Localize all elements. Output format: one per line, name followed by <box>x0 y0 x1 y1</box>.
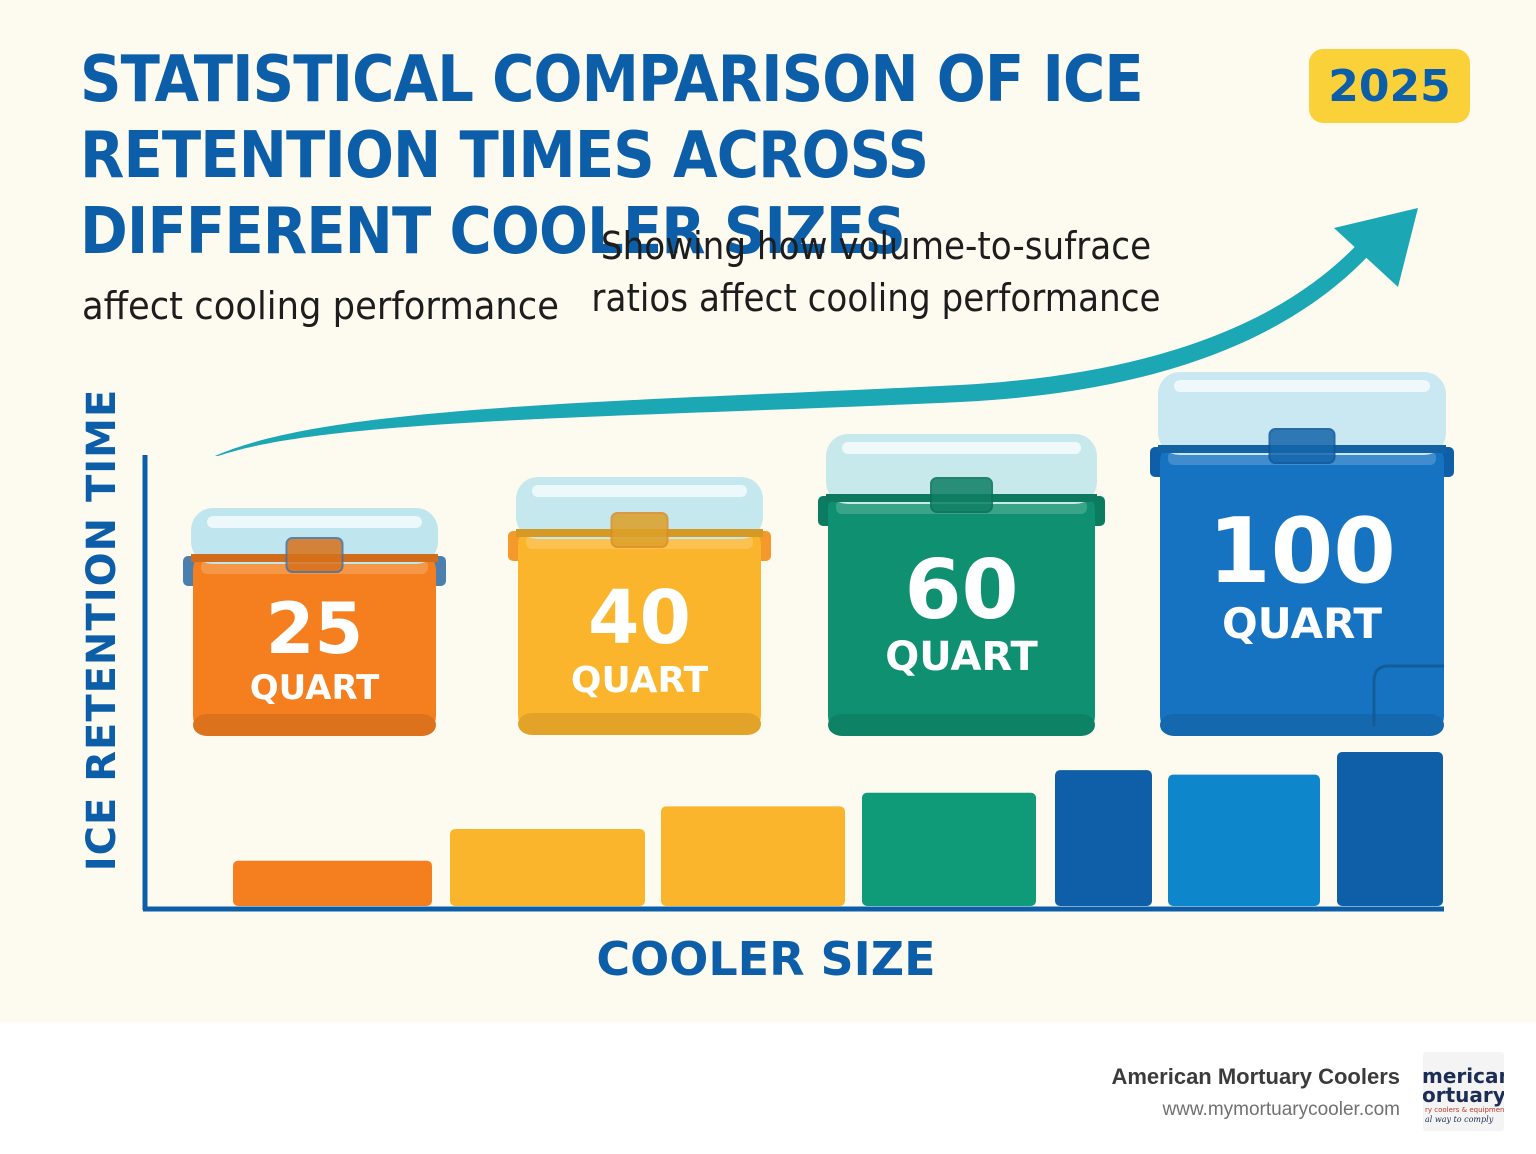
cooler-size-number: 40 <box>588 575 691 661</box>
logo-line-1: merican <box>1423 1064 1504 1088</box>
cooler-size-number: 100 <box>1208 499 1396 604</box>
cooler-lid <box>1158 372 1446 455</box>
chart-title: STATISTICAL COMPARISON OF ICE RETENTION … <box>80 43 1144 269</box>
logo-line-3: ry coolers & equipment <box>1425 1106 1504 1114</box>
bar-3 <box>661 806 845 906</box>
cooler-body <box>193 550 436 736</box>
cooler-size-unit: QUART <box>885 634 1038 680</box>
infographic-canvas: STATISTICAL COMPARISON OF ICE RETENTION … <box>0 0 1536 1022</box>
cooler-body <box>1160 441 1444 736</box>
cooler-size-unit: QUART <box>250 668 380 708</box>
cooler-size-number: 60 <box>904 543 1018 638</box>
company-logo: merican ortuary ry coolers & equipment a… <box>1423 1052 1504 1131</box>
bar-1 <box>233 860 432 906</box>
trend-arrow-shaft <box>215 236 1379 456</box>
year-badge: 2025 <box>1309 49 1470 123</box>
company-url[interactable]: www.mymortuarycooler.com <box>1162 1099 1400 1120</box>
bar-7 <box>1337 752 1443 906</box>
bar-6 <box>1168 774 1320 906</box>
bar-5 <box>1055 770 1152 906</box>
trend-arrow-head <box>1334 208 1418 287</box>
cooler-size-number: 25 <box>266 588 363 670</box>
subtitle-right: Showing how volume-to-sufrace ratios aff… <box>591 224 1161 320</box>
y-axis-label: ICE RETENTION TIME <box>79 388 125 872</box>
cooler-body <box>518 525 761 735</box>
logo-line-2: ortuary <box>1423 1083 1504 1107</box>
cooler-size-unit: QUART <box>1222 599 1382 648</box>
bar-4 <box>862 792 1036 906</box>
subtitle-left: affect cooling performance <box>82 284 559 328</box>
logo-line-4: al way to comply <box>1425 1115 1494 1124</box>
cooler-body <box>828 490 1095 736</box>
x-axis-label: COOLER SIZE <box>596 932 936 986</box>
company-name: American Mortuary Coolers <box>1111 1064 1400 1089</box>
bar-2 <box>450 829 645 906</box>
cooler-size-unit: QUART <box>571 660 709 701</box>
